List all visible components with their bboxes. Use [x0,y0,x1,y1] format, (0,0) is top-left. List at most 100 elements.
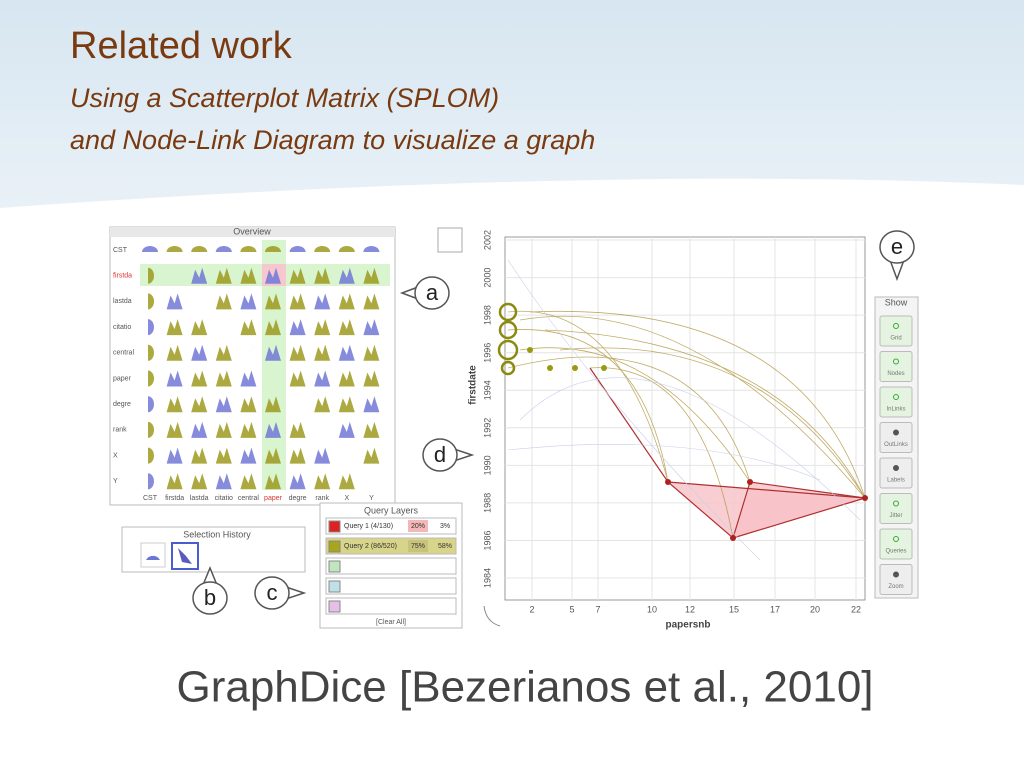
query-label: Query 2 (86/520) [344,543,397,550]
splom-cell [148,267,154,284]
splom-cell [314,370,331,387]
column-label: central [238,495,259,502]
button-dot [893,571,899,578]
splom-cell [191,319,208,336]
splom-cell [215,396,232,413]
share-box [408,520,428,532]
callouts: a b c d e [192,230,915,615]
query-row[interactable] [325,577,457,595]
show-button[interactable] [879,528,913,560]
splom-cell [240,319,257,336]
button-dot [893,394,899,400]
splom-cell [338,396,355,413]
button-dot [893,465,899,471]
callout-bubble [192,581,228,615]
splom-cell [215,344,232,361]
show-button[interactable] [879,386,913,418]
show-button[interactable] [879,351,913,382]
splom-cell [289,267,306,284]
button-label: Zoom [888,584,903,590]
query-swatch [328,580,341,593]
query-row[interactable] [325,557,457,575]
show-buttons: Grid Nodes InLinks OutLinks Labels Jitter Quer… [879,315,913,595]
y-tick-label: 2002 [482,230,492,250]
splom-cell [191,344,208,361]
y-tick-label: 1988 [482,493,492,513]
splom: CST firstda lastda citatio central paper degre… [113,246,380,502]
show-button[interactable] [879,422,913,453]
splom-cell [148,421,154,438]
splom-cell [166,246,183,252]
clear-all[interactable]: [Clear All] [376,619,406,626]
share-b: 58% [438,543,452,550]
query-swatch [328,560,341,573]
subtitle: Using a Scatterplot Matrix (SPLOM) [70,83,499,113]
button-dot [893,536,899,542]
splom-cell [265,396,281,413]
splom-cell [166,396,183,413]
history-item[interactable] [140,542,166,568]
query-rows: Query 1 (4/130) 20% 3% Query 2 (86/520) 75% 5… [325,517,457,615]
x-tick-label: 15 [729,604,739,614]
splom-cell [148,319,154,336]
splom-cell [338,319,355,336]
splom-cell [148,344,154,361]
button-label: InLinks [886,407,905,413]
splom-cell [191,370,208,387]
column-label: rank [315,495,329,502]
checkbox[interactable] [437,227,463,253]
splom-cell [314,267,331,284]
button-label: OutLinks [884,442,908,448]
subtitle: and Node-Link Diagram to visualize a gra… [70,125,595,155]
x-tick-label: 2 [529,604,534,614]
splom-cell [265,293,281,310]
query-row[interactable] [325,597,457,615]
splom-cell [166,421,183,438]
column-label: lastda [190,495,209,502]
share-box [408,540,428,552]
x-axis-label: papersnb [665,620,710,631]
splom-cell [166,293,183,310]
show-button[interactable] [879,493,913,524]
column-label: degre [289,495,307,502]
grid: 1984 1986 1988 1990 1992 1994 1996 1998 2000 2002… [482,230,865,614]
splom-cell [148,370,154,387]
button-dot [893,358,899,365]
show-button[interactable] [879,315,913,347]
share-b: 3% [440,523,450,530]
splom-cell [166,370,183,387]
y-tick-label: 2000 [482,268,492,288]
splom-cell [363,421,380,438]
caption: GraphDice [Bezerianos et al., 2010] [176,663,873,712]
x-tick-label: 10 [647,604,657,614]
splom-cell [338,293,355,310]
splom-cell [148,473,154,490]
splom-cell [363,246,380,252]
splom-cell [191,396,208,413]
show-button[interactable] [879,564,913,595]
splom-cell [289,370,306,387]
x-tick-label: 17 [770,604,780,614]
show-button[interactable] [879,457,913,489]
button-label: Queries [885,549,906,555]
splom-cell [148,396,154,413]
button-dot [893,323,899,329]
splom-cell [338,421,355,438]
overview-header [110,227,395,237]
query-layers-title: Query Layers [364,505,419,515]
splom-cell [289,447,306,464]
splom-cell [240,447,257,464]
row-label: X [113,452,118,459]
splom-cell [240,267,257,284]
splom-cell [289,344,306,361]
splom-cell [191,246,208,252]
splom-cell [289,246,306,252]
swap-icon[interactable] [483,605,501,627]
splom-cell [363,447,380,464]
show-title: Show [885,297,908,307]
splom-cell [215,293,232,310]
splom-cell [166,447,183,464]
x-tick-label: 5 [569,604,574,614]
